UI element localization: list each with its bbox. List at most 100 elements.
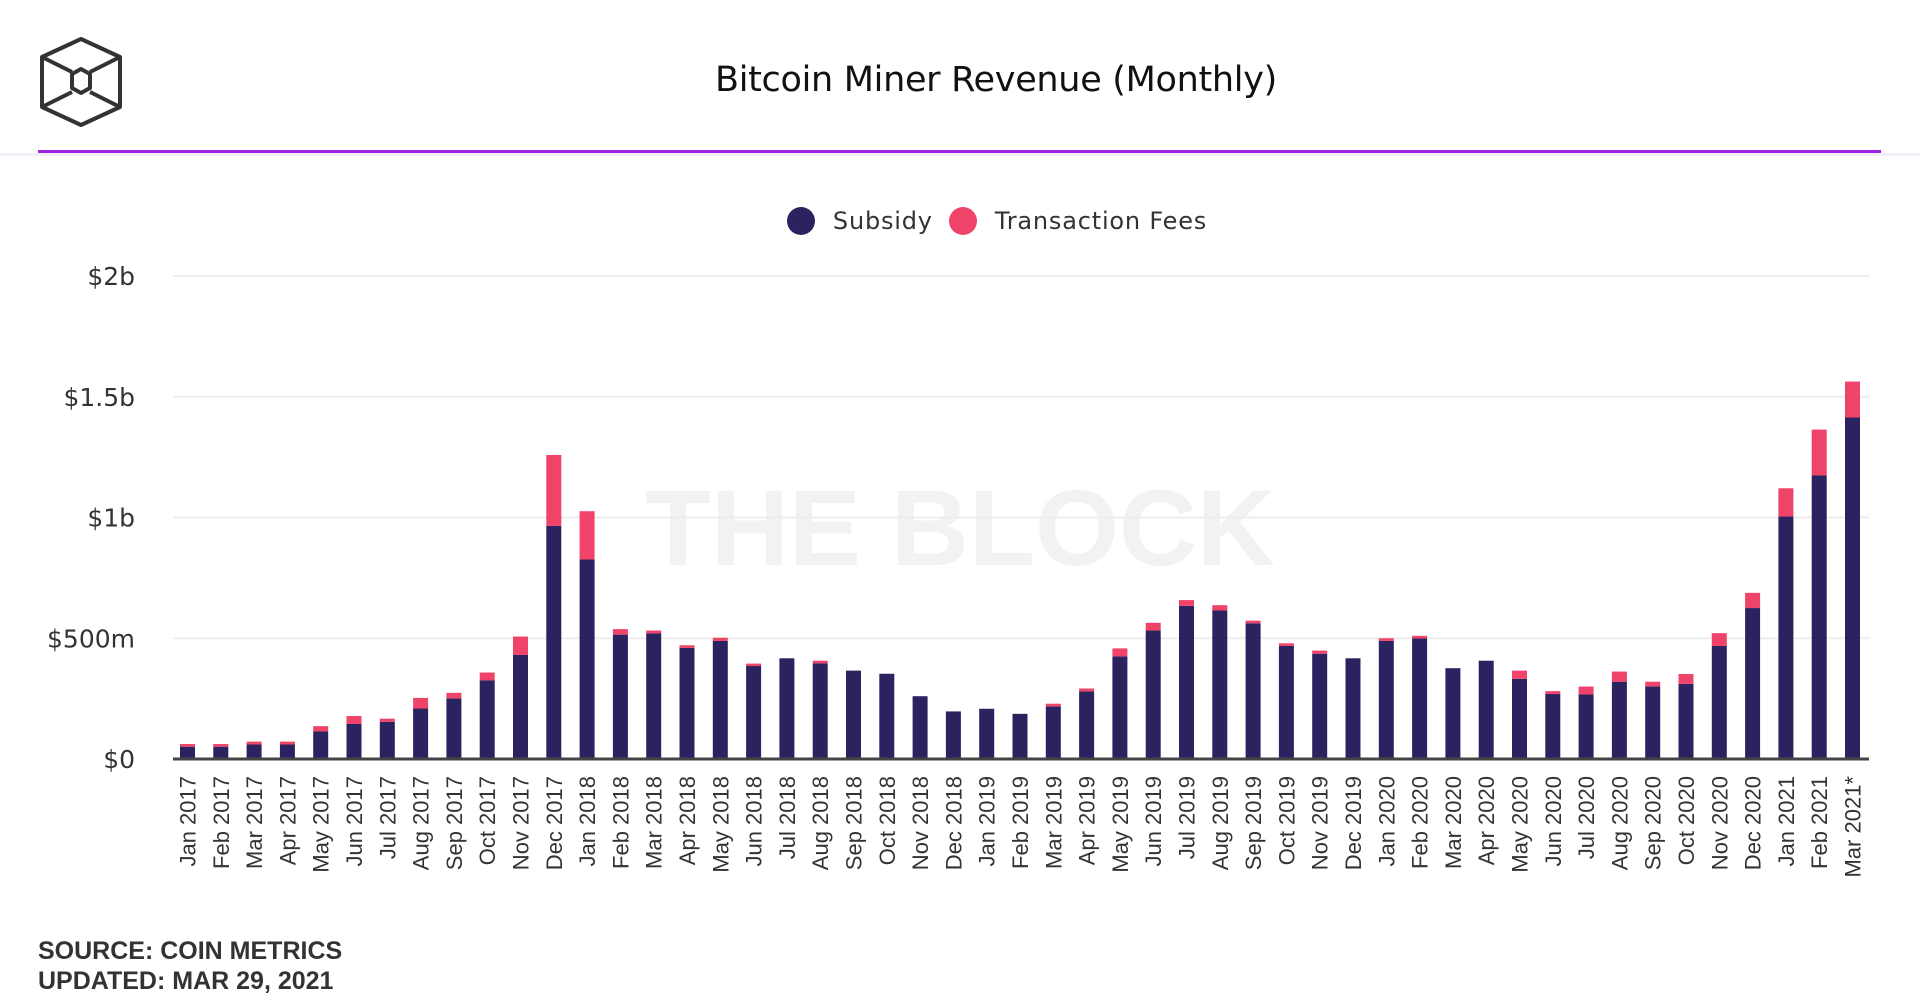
bar-stack[interactable] [346, 716, 362, 759]
bar-subsidy[interactable] [646, 633, 662, 759]
bar-subsidy[interactable] [1545, 694, 1561, 759]
bar-transaction-fees[interactable] [1378, 638, 1394, 641]
bar-subsidy[interactable] [446, 698, 462, 759]
legend-item-subsidy[interactable]: Subsidy [786, 207, 933, 235]
bar-subsidy[interactable] [1512, 678, 1527, 759]
bar-stack[interactable] [546, 454, 562, 759]
bar-subsidy[interactable] [1678, 683, 1694, 759]
bar-stack[interactable] [779, 658, 795, 759]
bar-stack[interactable] [1212, 605, 1228, 759]
bar-transaction-fees[interactable] [246, 741, 262, 745]
bar-subsidy[interactable] [1478, 660, 1494, 759]
bar-stack[interactable] [579, 511, 595, 759]
bar-subsidy[interactable] [1112, 656, 1128, 759]
bar-stack[interactable] [246, 741, 262, 759]
bar-subsidy[interactable] [1079, 691, 1095, 759]
bar-subsidy[interactable] [1212, 610, 1228, 759]
bar-transaction-fees[interactable] [579, 511, 595, 560]
bar-subsidy[interactable] [1778, 516, 1794, 759]
bar-stack[interactable] [313, 726, 329, 759]
bar-stack[interactable] [1478, 660, 1494, 759]
bar-stack[interactable] [912, 696, 928, 759]
bar-subsidy[interactable] [846, 670, 861, 759]
bar-subsidy[interactable] [1445, 668, 1461, 759]
bar-stack[interactable] [1112, 648, 1128, 759]
bar-subsidy[interactable] [1378, 640, 1394, 759]
bar-transaction-fees[interactable] [1778, 488, 1794, 517]
bar-stack[interactable] [1512, 670, 1527, 759]
bar-transaction-fees[interactable] [1678, 673, 1694, 684]
bar-transaction-fees[interactable] [1412, 635, 1428, 639]
bar-subsidy[interactable] [1245, 623, 1261, 759]
bar-stack[interactable] [513, 636, 528, 759]
bar-subsidy[interactable] [1012, 713, 1028, 759]
bar-stack[interactable] [612, 629, 628, 759]
bar-subsidy[interactable] [413, 708, 429, 759]
bar-subsidy[interactable] [479, 680, 495, 759]
bar-transaction-fees[interactable] [1578, 686, 1594, 695]
bar-transaction-fees[interactable] [646, 630, 662, 634]
bar-subsidy[interactable] [679, 647, 695, 759]
bar-subsidy[interactable] [579, 559, 595, 759]
bar-subsidy[interactable] [279, 744, 295, 759]
bar-transaction-fees[interactable] [612, 629, 628, 635]
bar-stack[interactable] [1278, 643, 1294, 759]
bar-transaction-fees[interactable] [1112, 648, 1128, 657]
bar-subsidy[interactable] [1745, 608, 1761, 759]
bar-subsidy[interactable] [213, 746, 229, 759]
bar-subsidy[interactable] [346, 723, 362, 759]
bar-stack[interactable] [712, 637, 728, 759]
bar-stack[interactable] [180, 744, 195, 759]
bar-stack[interactable] [1245, 620, 1261, 759]
bar-transaction-fees[interactable] [1145, 622, 1161, 631]
bar-stack[interactable] [846, 670, 861, 759]
bar-subsidy[interactable] [1845, 417, 1860, 759]
bar-subsidy[interactable] [746, 666, 762, 759]
bar-transaction-fees[interactable] [679, 645, 695, 648]
bar-subsidy[interactable] [779, 658, 795, 759]
bar-subsidy[interactable] [1312, 653, 1328, 759]
bar-transaction-fees[interactable] [712, 637, 728, 641]
bar-stack[interactable] [1845, 381, 1860, 759]
bar-transaction-fees[interactable] [479, 672, 495, 681]
bar-stack[interactable] [213, 744, 229, 759]
bar-transaction-fees[interactable] [1845, 381, 1860, 418]
bar-stack[interactable] [1312, 650, 1328, 759]
bar-subsidy[interactable] [1045, 706, 1061, 759]
bar-transaction-fees[interactable] [1545, 691, 1561, 695]
bar-stack[interactable] [945, 711, 961, 759]
bar-transaction-fees[interactable] [1512, 670, 1527, 679]
bar-stack[interactable] [1545, 691, 1561, 759]
bar-subsidy[interactable] [513, 654, 528, 759]
bar-stack[interactable] [1145, 622, 1161, 759]
bar-transaction-fees[interactable] [513, 636, 528, 655]
bar-transaction-fees[interactable] [180, 744, 195, 747]
bar-subsidy[interactable] [612, 634, 628, 759]
bar-stack[interactable] [1412, 635, 1428, 759]
bar-subsidy[interactable] [1645, 686, 1661, 759]
bar-transaction-fees[interactable] [1811, 429, 1827, 476]
bar-stack[interactable] [1778, 488, 1794, 759]
bar-subsidy[interactable] [313, 731, 329, 759]
bar-transaction-fees[interactable] [1312, 650, 1328, 654]
bar-stack[interactable] [1745, 592, 1761, 759]
bar-stack[interactable] [479, 672, 495, 759]
bar-transaction-fees[interactable] [746, 663, 762, 667]
bar-stack[interactable] [1045, 703, 1061, 759]
bar-subsidy[interactable] [1811, 475, 1827, 759]
bar-transaction-fees[interactable] [379, 718, 395, 722]
bar-stack[interactable] [1578, 686, 1594, 759]
bar-subsidy[interactable] [546, 525, 562, 759]
bar-transaction-fees[interactable] [279, 741, 295, 745]
bar-stack[interactable] [413, 697, 429, 759]
bar-stack[interactable] [1811, 429, 1827, 759]
bar-transaction-fees[interactable] [1611, 671, 1627, 682]
bar-subsidy[interactable] [1711, 645, 1727, 759]
bar-subsidy[interactable] [180, 746, 195, 759]
bar-transaction-fees[interactable] [213, 744, 229, 747]
bar-transaction-fees[interactable] [546, 454, 562, 526]
bar-stack[interactable] [1711, 633, 1727, 759]
bar-transaction-fees[interactable] [1245, 620, 1261, 624]
bar-transaction-fees[interactable] [1079, 688, 1095, 692]
bar-stack[interactable] [746, 663, 762, 759]
